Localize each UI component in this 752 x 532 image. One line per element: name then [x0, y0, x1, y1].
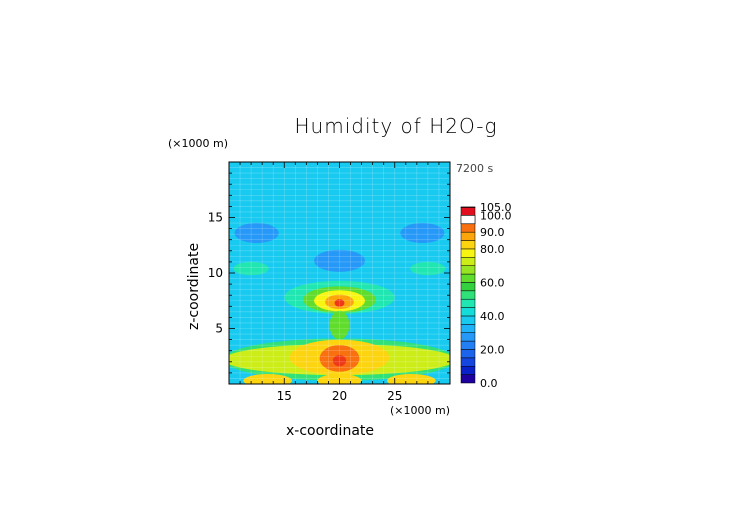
- contour-plot-area: [229, 162, 450, 384]
- contour-region-10: [329, 310, 350, 340]
- colorbar-swatch-4: [460, 340, 476, 350]
- colorbar-swatch-7: [460, 315, 476, 325]
- colorbar-swatch-0: [460, 374, 476, 384]
- colorbar-swatch-14: [460, 257, 476, 266]
- colorbar-swatch-1: [460, 365, 476, 375]
- x-tick-label-0: 15: [277, 389, 292, 403]
- colorbar-swatch-8: [460, 307, 476, 317]
- x-unit-label: (×1000 m): [390, 404, 451, 417]
- colorbar-label-1: 20.0: [480, 343, 505, 356]
- axes: 15 20 25 5 10 15: [208, 161, 451, 403]
- x-axis-title: x-coordinate: [286, 423, 375, 439]
- x-tick-label-2: 25: [387, 389, 402, 403]
- contour-region-0: [234, 223, 279, 244]
- chart-title: Humidity of H2O-g: [294, 114, 498, 138]
- y-tick-label-0: 5: [215, 322, 223, 336]
- colorbar-swatch-6: [460, 324, 476, 333]
- colorbar-swatch-3: [460, 349, 476, 359]
- y-tick-label-1: 10: [208, 266, 223, 280]
- colorbar-swatch-20: [460, 206, 476, 216]
- colorbar-swatch-21: [460, 206, 476, 208]
- colorbar-top-swatch: [460, 215, 476, 225]
- contour-region-4: [410, 261, 446, 276]
- colorbar-label-7: 105.0: [480, 201, 512, 214]
- contour-region-1: [400, 223, 445, 244]
- contour-region-2: [314, 249, 365, 272]
- colorbar-swatch-16: [460, 240, 476, 250]
- contour-region-3: [233, 261, 269, 276]
- colorbar-swatch-13: [460, 265, 476, 275]
- contour-region-18: [387, 374, 436, 384]
- colorbar-swatch-11: [460, 282, 476, 292]
- colorbar-label-3: 60.0: [480, 276, 505, 289]
- colorbar-swatch-17: [460, 231, 476, 241]
- plot-grid: [229, 162, 450, 384]
- colorbar-swatch-2: [460, 357, 476, 367]
- colorbar-label-0: 0.0: [480, 377, 498, 390]
- contour-region-15: [332, 355, 347, 367]
- colorbar-swatch-5: [460, 332, 476, 342]
- contour-region-9: [334, 299, 345, 307]
- colorbar-swatch-9: [460, 298, 476, 308]
- colorbar-label-6: 100.0: [480, 209, 512, 222]
- colorbar-label-5: 90.0: [480, 226, 505, 239]
- colorbar-swatch-15: [460, 248, 476, 258]
- colorbar-swatch-18: [460, 223, 476, 233]
- colorbar-label-2: 40.0: [480, 310, 505, 323]
- x-tick-label-1: 20: [332, 389, 347, 403]
- colorbar-label-4: 80.0: [480, 243, 505, 256]
- contour-region-16: [243, 374, 292, 384]
- colorbar-swatch-10: [460, 290, 476, 300]
- colorbar-swatch-12: [460, 273, 476, 283]
- time-label: 7200 s: [456, 162, 494, 175]
- y-unit-label: (×1000 m): [168, 137, 229, 150]
- y-tick-label-2: 15: [208, 211, 223, 225]
